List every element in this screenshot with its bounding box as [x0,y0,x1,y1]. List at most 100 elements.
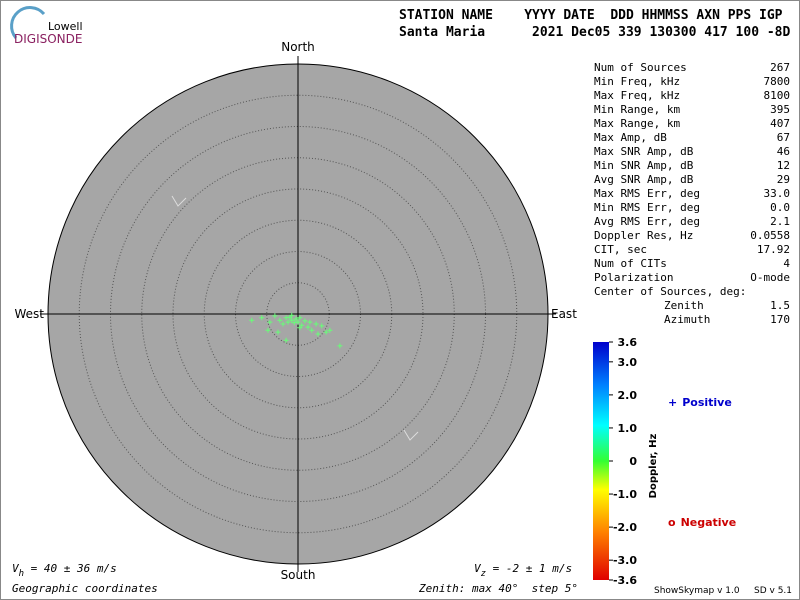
vz-label: Vz = -2 ± 1 m/s [474,562,572,579]
info-label: Avg RMS Err, deg [594,215,700,228]
colorbar-tick-label: 3.6 [618,336,638,349]
v: V [474,562,482,575]
info-value: 33.0 [764,187,791,200]
info-value: 67 [777,131,790,144]
v: V [12,562,20,575]
source-point [313,321,319,327]
source-point [295,319,301,325]
header-line: Santa Maria 2021 Dec05 339 130300 417 10… [399,25,791,40]
info-label: Doppler Res, Hz [594,229,693,242]
legend-entry: + Positive [668,396,732,409]
info-label: Num of CITs [594,257,667,270]
velocity-marker [403,429,419,441]
info-value: 170 [770,313,790,326]
source-point [323,329,329,335]
colorbar [593,342,609,580]
info-label: Azimuth [664,313,710,326]
version: ShowSkymap v 1.0 [654,586,740,596]
source-point [277,317,283,323]
source-point [289,312,295,318]
logo-top: Lowell [48,20,83,33]
legend-name: Negative [681,516,737,529]
info-label: CIT, sec [594,243,647,256]
sub: z [481,569,486,579]
vz-text: = -2 ± 1 m/s [486,562,572,575]
info-label: Max Freq, kHz [594,89,680,102]
source-point [259,315,265,321]
info-value: 395 [770,103,790,116]
info-value: 267 [770,61,790,74]
info-value: 8100 [764,89,791,102]
source-point [327,327,333,333]
direction-label: West [14,307,44,321]
colorbar-tick-label: 1.0 [618,422,638,435]
info-value: 4 [783,257,790,270]
info-label: Max SNR Amp, dB [594,145,694,158]
info-label: Min SNR Amp, dB [594,159,694,172]
legend-symbol: o [668,516,676,529]
colorbar-tick-label: -3.6 [613,574,637,587]
info-label: Center of Sources, deg: [594,285,746,298]
velocity-marker [171,195,187,207]
info-value: 2.1 [770,215,790,228]
colorbar-tick-label: 0 [629,455,637,468]
sub: h [19,569,24,579]
zenith-note: Zenith: max 40° step 5° [418,582,578,595]
source-point [309,327,315,333]
header-line: STATION NAME YYYY DATE DDD HHMMSS AXN PP… [399,8,783,23]
direction-label: North [281,40,315,54]
info-value: 29 [777,173,790,186]
direction-label: East [551,307,577,321]
info-value: 12 [777,159,790,172]
colorbar-label: Doppler, Hz [648,434,659,499]
version: SD v 5.1 [754,586,792,596]
source-point [265,327,271,333]
legend-entry: o Negative [668,516,736,529]
info-label: Avg SNR Amp, dB [594,173,694,186]
info-label: Max RMS Err, deg [594,187,700,200]
info-value: 46 [777,145,790,158]
info-label: Min RMS Err, deg [594,201,700,214]
info-label: Polarization [594,271,673,284]
logo-arc [10,6,46,39]
legend-name: Positive [682,396,732,409]
source-point [283,337,289,343]
info-label: Max Amp, dB [594,131,667,144]
source-point [285,319,291,325]
source-point [275,329,281,335]
info-value: 407 [770,117,790,130]
source-point [302,318,308,324]
source-point [272,313,278,319]
source-point [337,343,343,349]
coords: Geographic coordinates [12,582,158,595]
colorbar-tick-label: -1.0 [613,488,637,501]
source-point [307,319,313,325]
direction-label: South [281,568,316,582]
colorbar-tick-label: -3.0 [613,554,637,567]
info-value: 7800 [764,75,791,88]
info-label: Min Freq, kHz [594,75,680,88]
info-label: Zenith [664,299,704,312]
colorbar-tick-label: 2.0 [618,389,638,402]
source-point [289,317,295,323]
source-point [297,325,303,331]
colorbar-tick-label: 3.0 [618,356,638,369]
info-label: Max Range, km [594,117,680,130]
source-point [293,316,299,322]
source-point [315,331,321,337]
info-label: Min Range, km [594,103,680,116]
vh-text: = 40 ± 36 m/s [24,562,117,575]
source-point [280,321,286,327]
info-value: 0.0 [770,201,790,214]
info-value: 17.92 [757,243,790,256]
source-point [291,320,297,326]
source-point [319,323,325,329]
colorbar-tick-label: -2.0 [613,521,637,534]
info-value: 1.5 [770,299,790,312]
info-value: O-mode [750,271,790,284]
source-point [267,319,273,325]
vh-label: Vh = 40 ± 36 m/s [12,562,117,579]
legend-symbol: + [668,396,677,409]
info-value: 0.0558 [750,229,790,242]
